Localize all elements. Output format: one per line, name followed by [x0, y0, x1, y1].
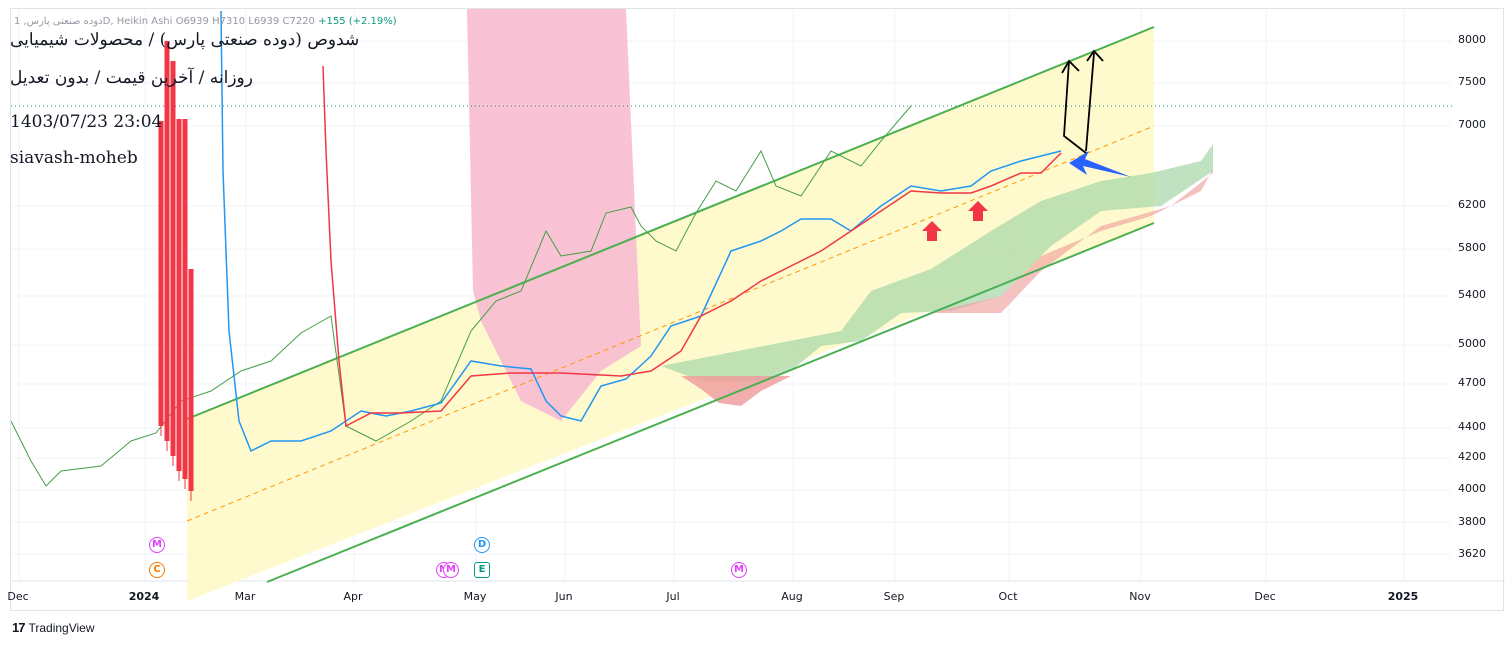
y-tick-label: 4400 — [1458, 420, 1486, 433]
candle — [170, 61, 176, 456]
event-marker-e[interactable]: E — [474, 562, 490, 578]
blue-arrow-icon — [1069, 151, 1131, 177]
note-author: siavash-moheb — [10, 148, 138, 168]
y-tick-label: 7500 — [1458, 75, 1486, 88]
x-tick-label: 2025 — [1387, 590, 1419, 603]
y-tick-label: 8000 — [1458, 33, 1486, 46]
candle — [158, 121, 164, 426]
x-tick-label: Nov — [1129, 590, 1151, 603]
price-badge-kijun: 6710 — [1455, 160, 1483, 173]
tradingview-brand: TradingView — [28, 620, 95, 635]
x-tick-label: Apr — [343, 590, 363, 603]
tradingview-logo-icon: 17 — [12, 620, 26, 635]
target-arrow-path — [1063, 60, 1087, 154]
price-badge-last: 7220 — [1455, 83, 1483, 96]
ichimoku-kijun-line — [322, 65, 1062, 428]
x-tick-label: Dec — [7, 590, 29, 603]
red-up-arrow-icon — [922, 221, 942, 241]
legend-style: Heikin Ashi — [116, 16, 173, 27]
price-badge-span-a: 6823 — [1455, 142, 1483, 155]
ichimoku-cloud-bearish — [681, 376, 791, 406]
candle — [176, 119, 182, 471]
ichimoku-lagging-span — [11, 105, 912, 487]
note-subtitle: روزانه / آخرین قیمت / بدون تعدیل — [10, 68, 253, 88]
legend-line: دوده صنعتی پارس, 1D, Heikin Ashi O6939 H… — [14, 16, 397, 27]
x-tick-label: Aug — [781, 590, 803, 603]
price-chart[interactable] — [11, 9, 1505, 612]
legend-change: +155 (+2.19%) — [318, 16, 397, 27]
x-tick-label: Jun — [555, 590, 573, 603]
red-up-arrow-icon — [968, 201, 988, 221]
price-badge-span-b: 6535 — [1455, 177, 1483, 190]
y-tick-label: 4200 — [1458, 450, 1486, 463]
legend-symbol: دوده صنعتی پارس — [26, 16, 103, 27]
candle — [182, 119, 188, 479]
y-tick-label: 5000 — [1458, 337, 1486, 350]
y-tick-label: 4000 — [1458, 482, 1486, 495]
note-title: شدوص (دوده صنعتی پارس) / محصولات شیمیایی — [10, 30, 360, 50]
target-arrow-icon — [1061, 59, 1080, 74]
x-tick-label: Oct — [998, 590, 1018, 603]
y-tick-label: 4700 — [1458, 376, 1486, 389]
x-tick-label: Mar — [234, 590, 256, 603]
x-tick-label: Dec — [1254, 590, 1276, 603]
candle — [164, 41, 170, 441]
y-tick-label: 5400 — [1458, 288, 1486, 301]
price-badge-tenkan: 6935 — [1455, 125, 1483, 138]
legend-close: C7220 — [282, 16, 315, 27]
legend-low: L6939 — [248, 16, 280, 27]
chart-frame[interactable] — [10, 8, 1505, 612]
channel-midline — [186, 125, 1155, 522]
tradingview-logo[interactable]: 17 TradingView — [12, 620, 95, 635]
y-tick-label: 3620 — [1458, 547, 1486, 560]
target-arrow-icon — [1086, 49, 1104, 62]
bearish-zone — [467, 9, 641, 421]
ichimoku-tenkan-line — [220, 10, 1062, 453]
y-tick-label: 7000 — [1458, 118, 1486, 131]
ichimoku-cloud-bullish — [661, 144, 1213, 381]
target-arrow-line — [1085, 52, 1095, 152]
x-tick-label: 2024 — [128, 590, 160, 603]
legend-open: O6939 — [175, 16, 209, 27]
event-marker-m[interactable]: M — [149, 537, 165, 553]
legend-interval: 1D — [14, 16, 111, 27]
x-tick-label: May — [463, 590, 487, 603]
y-tick-label: 5800 — [1458, 241, 1486, 254]
x-tick-label: Jul — [666, 590, 680, 603]
y-tick-label: 6200 — [1458, 198, 1486, 211]
event-marker-m[interactable]: M — [443, 562, 459, 578]
candle — [188, 269, 194, 491]
x-tick-label: Sep — [883, 590, 905, 603]
note-timestamp: 1403/07/23 23:04 — [10, 112, 163, 132]
event-marker-c[interactable]: C — [149, 562, 165, 578]
channel-upper-line — [186, 26, 1155, 420]
regression-channel-fill — [187, 27, 1154, 601]
price-badge-channel: 7220 — [1455, 99, 1483, 112]
channel-lower-line — [266, 222, 1155, 583]
y-tick-label: 3800 — [1458, 515, 1486, 528]
legend-high: H7310 — [212, 16, 246, 27]
event-marker-m[interactable]: M — [731, 562, 747, 578]
event-marker-d[interactable]: D — [474, 537, 490, 553]
